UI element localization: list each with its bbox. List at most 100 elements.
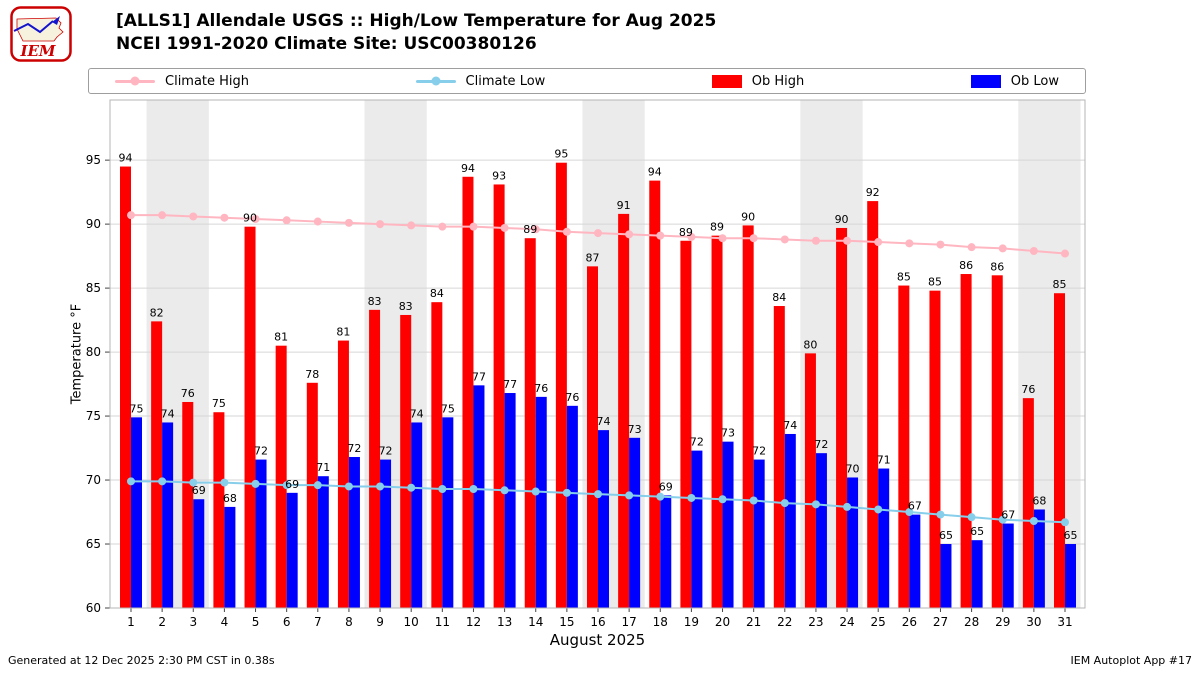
x-tick-label: 14 [528,615,543,629]
legend-item-climate-high: Climate High [115,74,249,89]
ob-low-bar [629,437,641,608]
climate-low-marker [251,479,260,488]
ob-high-bar [960,274,972,608]
climate-low-marker [469,484,478,493]
ob-high-value-label: 83 [399,300,413,313]
climate-high-marker [282,216,291,225]
ob-low-bar [255,459,267,608]
climate-low-marker [158,477,167,486]
climate-high-line-marker [115,76,155,86]
climate-low-marker [749,496,758,505]
ob-high-value-label: 81 [336,326,350,339]
y-tick-label: 75 [86,409,101,423]
ob-high-value-label: 84 [772,291,786,304]
ob-high-bar [182,401,194,608]
ob-low-value-label: 65 [970,525,984,538]
ob-high-bar [337,340,349,608]
ob-high-value-label: 94 [648,166,662,179]
ob-high-value-label: 85 [1053,278,1067,291]
climate-high-marker [1029,246,1038,255]
ob-high-bar [275,345,287,608]
ob-high-bar [587,266,598,608]
ob-high-value-label: 94 [119,152,133,165]
legend-item-ob-low: Ob Low [970,74,1059,89]
ob-low-value-label: 74 [410,407,424,420]
ob-high-bar [555,162,567,608]
ob-low-bar [971,540,983,608]
climate-high-marker [500,223,509,232]
climate-high-marker [594,229,602,238]
legend-item-climate-low: Climate Low [415,73,546,89]
ob-low-bar [224,506,236,608]
x-tick-label: 1 [127,615,135,629]
climate-low-marker [127,477,135,486]
ob-high-bar [898,285,910,608]
y-axis-label: Temperature °F [69,303,85,405]
x-tick-label: 19 [684,615,699,629]
ob-low-bar [909,514,921,608]
ob-high-value-label: 81 [274,331,288,344]
ob-low-value-label: 67 [908,500,922,513]
climate-high-marker [687,232,696,241]
legend-label-ob-high: Ob High [751,73,805,89]
ob-high-value-label: 91 [617,199,631,212]
ob-high-bar [618,213,630,608]
climate-low-marker [687,493,696,502]
x-tick-label: 3 [189,615,197,629]
x-tick-label: 4 [221,615,229,629]
y-tick-label: 80 [86,345,101,359]
ob-low-bar [286,492,298,608]
legend-label-climate-high: Climate High [165,73,250,89]
ob-low-bar [317,476,329,608]
x-tick-label: 29 [995,615,1010,629]
x-tick-label: 28 [964,615,979,629]
ob-high-value-label: 94 [461,162,475,175]
ob-high-bar [680,240,692,608]
climate-high-marker [562,227,571,236]
climate-low-marker [282,481,291,490]
climate-low-marker [594,490,602,499]
ob-low-bar [442,417,454,608]
legend-label-climate-low: Climate Low [465,73,546,89]
ob-high-value-label: 93 [492,169,506,182]
ob-low-swatch [970,74,1001,88]
ob-high-value-label: 89 [679,226,693,239]
ob-high-swatch [711,74,742,88]
ob-high-value-label: 87 [586,251,600,264]
ob-high-value-label: 95 [554,148,568,161]
ob-low-value-label: 72 [690,436,704,449]
ob-low-bar [878,468,890,608]
ob-high-bar [929,290,941,608]
ob-high-bar [836,227,848,608]
climate-low-marker [220,478,229,487]
climate-low-marker [905,508,914,517]
ob-high-value-label: 86 [959,259,973,272]
app-credit: IEM Autoplot App #17 [1070,654,1193,667]
climate-low-marker [998,515,1007,524]
ob-low-value-label: 73 [721,427,735,440]
ob-low-value-label: 72 [814,438,828,451]
x-tick-label: 8 [345,615,353,629]
ob-high-value-label: 89 [523,223,537,236]
x-tick-label: 15 [559,615,574,629]
ob-low-bar [131,417,142,608]
ob-low-bar [940,544,952,608]
ob-low-bar [411,422,423,608]
climate-low-marker [967,513,976,522]
ob-low-bar [598,430,609,608]
ob-high-value-label: 76 [181,387,195,400]
ob-low-value-label: 71 [877,454,891,467]
ob-low-bar [1002,523,1014,608]
x-tick-label: 22 [777,615,792,629]
x-tick-label: 5 [252,615,260,629]
x-tick-label: 24 [839,615,854,629]
ob-high-value-label: 78 [305,368,319,381]
climate-low-marker [344,482,353,491]
ob-high-value-label: 82 [150,306,164,319]
ob-high-bar [306,382,318,608]
ob-high-bar [431,302,443,608]
climate-low-marker [811,500,820,509]
ob-low-bar [193,499,205,608]
x-tick-label: 23 [808,615,823,629]
